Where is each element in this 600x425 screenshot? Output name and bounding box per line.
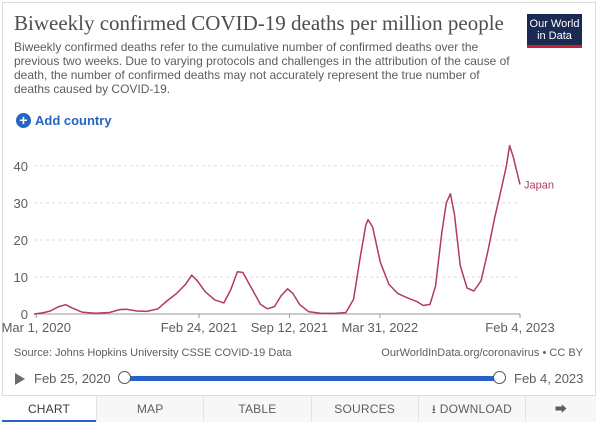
x-tick-label: Sep 12, 2021 <box>251 320 328 335</box>
logo-line-2: in Data <box>537 30 572 42</box>
timeline-end-date: Feb 4, 2023 <box>514 371 584 386</box>
y-tick-label: 40 <box>14 159 28 174</box>
grid-layer <box>34 165 520 315</box>
tab-bar: CHART MAP TABLE SOURCES ⭳ DOWNLOAD ⮕ <box>2 395 596 422</box>
add-country-button[interactable]: + Add country <box>16 113 112 128</box>
y-tick-label: 0 <box>21 307 28 322</box>
x-tick-label: Mar 31, 2022 <box>342 320 419 335</box>
source-note: Source: Johns Hopkins University CSSE CO… <box>14 347 292 359</box>
series-layer: Japan <box>33 144 554 315</box>
y-tick-label: 30 <box>14 196 28 211</box>
series-line-japan <box>33 144 521 315</box>
timeline-start-handle[interactable] <box>118 371 131 384</box>
x-tick-label: Mar 1, 2020 <box>2 320 71 335</box>
tab-table[interactable]: TABLE <box>203 396 311 422</box>
download-icon: ⭳ <box>431 402 437 416</box>
series-label: Japan <box>524 179 554 191</box>
timeline: Feb 25, 2020 Feb 4, 2023 <box>0 366 600 392</box>
timeline-start-date: Feb 25, 2020 <box>34 371 111 386</box>
y-tick-label: 20 <box>14 233 28 248</box>
x-tick-label: Feb 24, 2021 <box>161 320 238 335</box>
chart-title: Biweekly confirmed COVID-19 deaths per m… <box>14 11 504 35</box>
y-tick-labels: 0 10 20 30 40 <box>14 159 28 322</box>
x-tick-labels: Mar 1, 2020 Feb 24, 2021 Sep 12, 2021 Mar 3… <box>2 314 555 335</box>
add-country-label: Add country <box>35 113 112 128</box>
play-icon[interactable] <box>15 373 25 385</box>
timeline-slider-track[interactable] <box>124 376 500 381</box>
share-icon: ⮕ <box>554 402 568 416</box>
owid-logo[interactable]: Our World in Data <box>527 14 582 48</box>
tab-share[interactable]: ⮕ <box>525 396 596 422</box>
y-tick-label: 10 <box>14 270 28 285</box>
plus-circle-icon: + <box>16 113 31 128</box>
chart-card <box>2 2 596 422</box>
tab-download[interactable]: ⭳ DOWNLOAD <box>417 396 525 422</box>
logo-line-1: Our World <box>529 18 580 30</box>
license-link[interactable]: OurWorldInData.org/coronavirus • CC BY <box>381 347 583 359</box>
chart-subtitle: Biweekly confirmed deaths refer to the c… <box>14 40 510 96</box>
tab-chart[interactable]: CHART <box>2 396 96 422</box>
tab-download-label: DOWNLOAD <box>439 402 512 416</box>
tab-map[interactable]: MAP <box>96 396 204 422</box>
tab-sources[interactable]: SOURCES <box>310 396 418 422</box>
line-chart: 0 10 20 30 40 Mar 1, 2020 Feb 24, 2021 Sep 12,… <box>2 144 555 335</box>
x-tick-label: Feb 4, 2023 <box>485 320 554 335</box>
timeline-end-handle[interactable] <box>493 371 506 384</box>
